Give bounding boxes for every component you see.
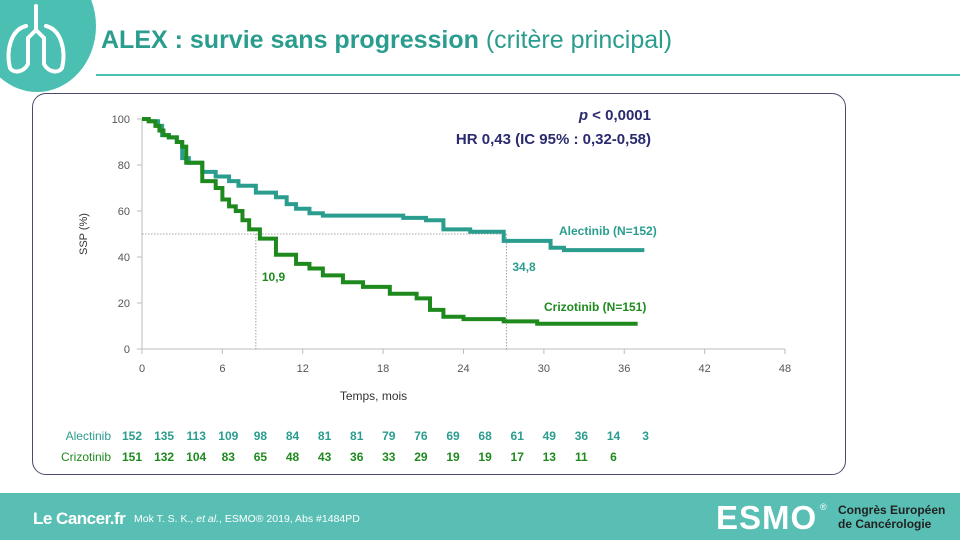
- risk-value: 109: [218, 429, 238, 443]
- risk-value: 69: [446, 429, 460, 443]
- citation-prefix: Mok T. S. K.,: [134, 513, 197, 525]
- risk-row-label: Crizotinib: [61, 450, 111, 464]
- p-value: p < 0,0001: [578, 107, 651, 124]
- x-tick-label: 12: [297, 363, 309, 375]
- risk-value: 17: [511, 450, 525, 464]
- risk-value: 151: [122, 450, 142, 464]
- x-axis-label: Temps, mois: [340, 389, 407, 403]
- x-tick-label: 36: [618, 363, 630, 375]
- congress-line1: Congrès Européen: [838, 503, 946, 517]
- lungs-icon: [6, 4, 66, 74]
- crizotinib-curve: [142, 117, 638, 326]
- lecancer-logo: Le Cancer.fr: [33, 509, 126, 528]
- esmo-logo: ESMO: [716, 499, 818, 536]
- y-tick-label: 40: [118, 252, 130, 264]
- risk-value: 49: [543, 429, 557, 443]
- risk-value: 83: [222, 450, 236, 464]
- x-tick-label: 48: [779, 363, 791, 375]
- risk-value: 61: [511, 429, 525, 443]
- title-underline: [96, 74, 960, 76]
- risk-value: 79: [382, 429, 396, 443]
- risk-value: 36: [350, 450, 364, 464]
- chart-panel: [32, 93, 846, 475]
- risk-value: 19: [446, 450, 460, 464]
- series-label-alectinib: Alectinib (N=152): [559, 224, 657, 238]
- hazard-ratio: HR 0,43 (IC 95% : 0,32-0,58): [456, 131, 651, 148]
- risk-value: 29: [414, 450, 428, 464]
- risk-value: 36: [575, 429, 589, 443]
- risk-value: 19: [478, 450, 492, 464]
- x-tick-label: 6: [219, 363, 225, 375]
- footer-bar: [0, 493, 960, 540]
- citation: Mok T. S. K., et al., ESMO® 2019, Abs #1…: [134, 513, 360, 525]
- median-label-crizotinib: 10,9: [262, 270, 286, 284]
- y-tick-label: 80: [118, 160, 130, 172]
- risk-value: 3: [642, 429, 649, 443]
- risk-value: 135: [154, 429, 174, 443]
- x-tick-label: 42: [699, 363, 711, 375]
- risk-value: 6: [610, 450, 617, 464]
- risk-value: 48: [286, 450, 300, 464]
- risk-row-label: Alectinib: [66, 429, 112, 443]
- y-tick-label: 60: [118, 206, 130, 218]
- risk-value: 76: [414, 429, 428, 443]
- p-symbol: p: [578, 107, 588, 124]
- risk-value: 104: [186, 450, 206, 464]
- x-tick-label: 24: [457, 363, 469, 375]
- risk-value: 152: [122, 429, 142, 443]
- citation-suffix: , ESMO® 2019, Abs #1484PD: [219, 513, 360, 525]
- risk-value: 13: [543, 450, 557, 464]
- risk-value: 65: [254, 450, 268, 464]
- x-tick-label: 0: [139, 363, 145, 375]
- title-bold: ALEX : survie sans progression: [101, 26, 479, 54]
- series-label-crizotinib: Crizotinib (N=151): [544, 300, 646, 314]
- risk-value: 68: [478, 429, 492, 443]
- y-tick-label: 100: [112, 114, 130, 126]
- risk-value: 98: [254, 429, 268, 443]
- risk-value: 81: [350, 429, 364, 443]
- title-regular: (critère principal): [485, 26, 673, 54]
- risk-value: 81: [318, 429, 332, 443]
- citation-etal: et al.: [196, 513, 220, 525]
- y-tick-label: 0: [124, 344, 130, 356]
- risk-value: 43: [318, 450, 332, 464]
- y-tick-label: 20: [118, 298, 130, 310]
- esmo-registered-mark: ®: [820, 502, 827, 512]
- y-axis-label: SSP (%): [78, 213, 90, 255]
- risk-value: 14: [607, 429, 621, 443]
- page-title: ALEX : survie sans progression (critère …: [101, 26, 672, 55]
- congress-line2: de Cancérologie: [838, 517, 932, 531]
- median-label-alectinib: 34,8: [512, 260, 536, 274]
- risk-value: 33: [382, 450, 396, 464]
- risk-value: 113: [187, 429, 207, 443]
- x-tick-label: 18: [377, 363, 389, 375]
- risk-value: 132: [154, 450, 174, 464]
- p-value-text: < 0,0001: [588, 107, 651, 124]
- risk-value: 84: [286, 429, 300, 443]
- x-tick-label: 30: [538, 363, 550, 375]
- congress-name: Congrès Européen de Cancérologie: [838, 503, 945, 531]
- risk-value: 11: [575, 450, 588, 464]
